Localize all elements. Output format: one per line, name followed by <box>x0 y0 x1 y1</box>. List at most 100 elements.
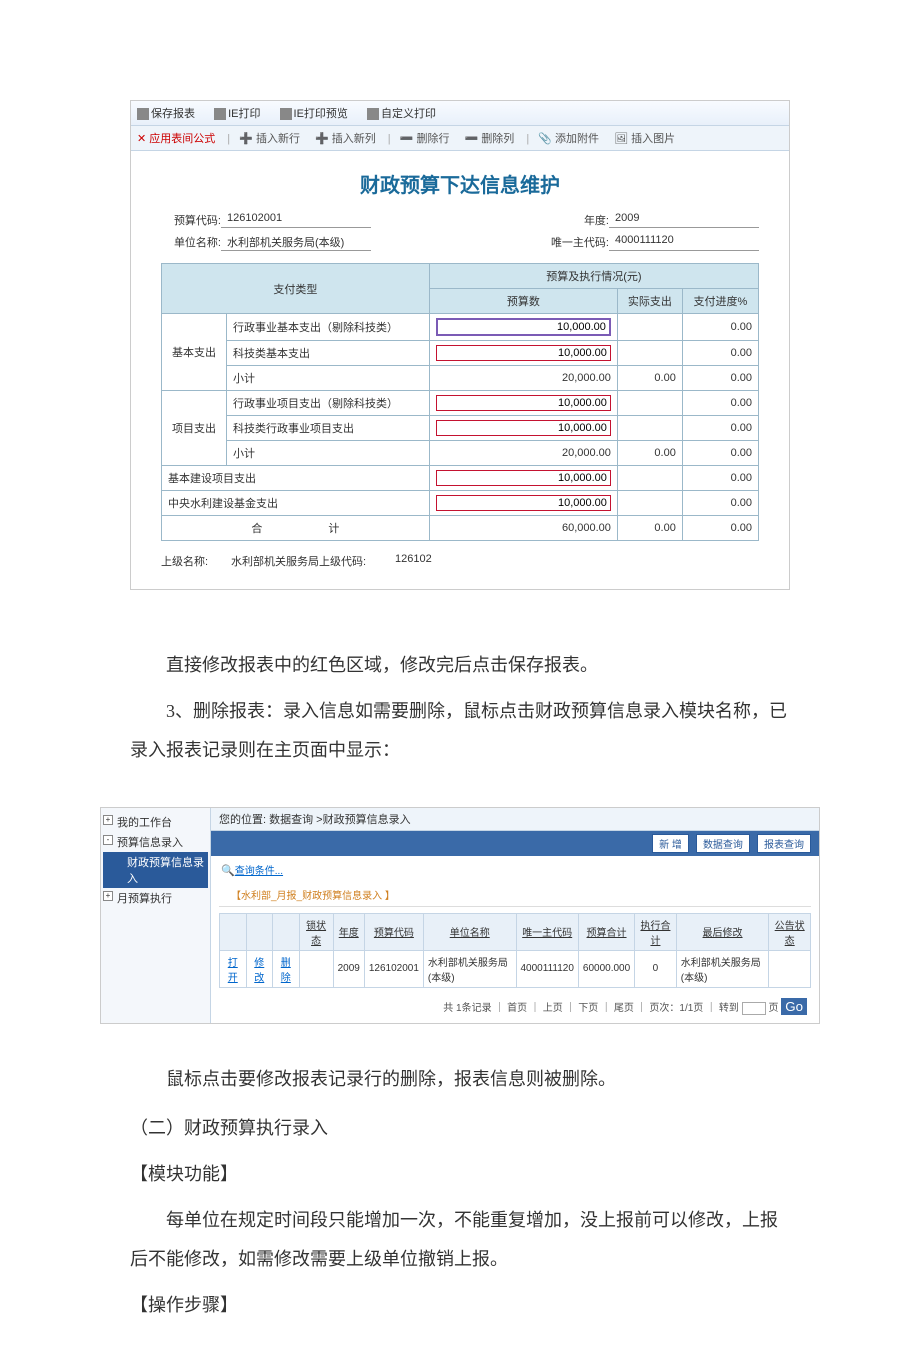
budget-input[interactable] <box>436 395 611 411</box>
col-edit <box>246 913 273 950</box>
document-text-2: 鼠标点击要修改报表记录行的删除，报表信息则被删除。 （二）财政预算执行录入 【模… <box>0 1034 920 1351</box>
table-row: 中央水利建设基金支出 0.00 <box>162 491 759 516</box>
table-row: 项目支出 行政事业项目支出（剔除科技类） 0.00 <box>162 391 759 416</box>
budget-input[interactable] <box>436 420 611 436</box>
super-name-value: 水利部机关服务局 <box>231 553 319 569</box>
apply-formula-button[interactable]: ✕ 应用表间公式 <box>137 133 221 145</box>
ie-preview-button[interactable]: IE打印预览 <box>280 108 356 120</box>
tab-name: 【水利部_月报_财政预算信息录入 】 <box>219 883 811 907</box>
col-exec-total[interactable]: 执行合计 <box>635 913 677 950</box>
open-link[interactable]: 打开 <box>228 958 238 984</box>
col-budget-total[interactable]: 预算合计 <box>578 913 634 950</box>
nav-tree: +我的工作台 -预算信息录入 财政预算信息录入 +月预算执行 <box>101 808 211 1023</box>
add-button[interactable]: 新 增 <box>652 834 689 853</box>
custom-print-icon <box>367 108 379 120</box>
tree-node-budget-input[interactable]: -预算信息录入 <box>103 832 208 852</box>
preview-icon <box>280 108 292 120</box>
info-row-2: 单位名称: 水利部机关服务局(本级) 唯一主代码: 4000111120 <box>161 234 759 251</box>
lock-cell <box>299 950 333 987</box>
col-pub-lock[interactable]: 公告状态 <box>769 913 811 950</box>
col-main-code[interactable]: 唯一主代码 <box>516 913 578 950</box>
col-org-name[interactable]: 单位名称 <box>423 913 516 950</box>
record-list-table: 锁状态 年度 预算代码 单位名称 唯一主代码 预算合计 执行合计 最后修改 公告… <box>219 913 811 988</box>
table-row-total: 合 计 60,000.00 0.00 0.00 <box>162 516 759 541</box>
ie-print-button[interactable]: IE打印 <box>214 108 268 120</box>
budget-code-cell: 126102001 <box>364 950 423 987</box>
super-name-label: 上级名称: <box>161 553 231 569</box>
col-last-mod[interactable]: 最后修改 <box>676 913 769 950</box>
row-label: 中央水利建设基金支出 <box>162 491 430 516</box>
page-input[interactable] <box>742 1002 766 1015</box>
tree-node-fiscal-budget[interactable]: 财政预算信息录入 <box>103 852 208 888</box>
header-progress: 支付进度% <box>682 289 758 314</box>
insert-image-button[interactable]: 🖼 插入图片 <box>614 133 681 145</box>
insert-row-button[interactable]: ➕ 插入新行 <box>239 133 306 145</box>
actual-cell <box>617 391 682 416</box>
list-app: +我的工作台 -预算信息录入 财政预算信息录入 +月预算执行 您的位置: 数据查… <box>100 807 820 1024</box>
budget-input[interactable] <box>436 470 611 486</box>
progress-cell: 0.00 <box>682 366 758 391</box>
progress-cell: 0.00 <box>682 516 758 541</box>
delete-link[interactable]: 删除 <box>281 958 291 984</box>
table-row: 基本建设项目支出 0.00 <box>162 466 759 491</box>
actual-cell: 0.00 <box>617 516 682 541</box>
progress-cell: 0.00 <box>682 466 758 491</box>
budget-input[interactable] <box>436 318 611 336</box>
row-label: 科技类基本支出 <box>226 341 429 366</box>
col-budget-code[interactable]: 预算代码 <box>364 913 423 950</box>
query-condition-link[interactable]: 查询条件... <box>235 866 283 877</box>
main-toolbar: 保存报表 IE打印 IE打印预览 自定义打印 <box>131 101 789 126</box>
budget-table: 支付类型 预算及执行情况(元) 预算数 实际支出 支付进度% 基本支出 行政事业… <box>161 263 759 541</box>
plus-icon: + <box>103 891 113 901</box>
add-attachment-button[interactable]: 📎 添加附件 <box>538 133 605 145</box>
save-icon <box>137 108 149 120</box>
section-heading: （二）财政预算执行录入 <box>130 1109 790 1149</box>
header-exec-title: 预算及执行情况(元) <box>429 264 758 289</box>
actual-cell <box>617 314 682 341</box>
edit-link[interactable]: 修改 <box>254 958 264 984</box>
header-actual: 实际支出 <box>617 289 682 314</box>
secondary-toolbar: ✕ 应用表间公式| ➕ 插入新行 ➕ 插入新列| ➖ 删除行 ➖ 删除列| 📎 … <box>131 126 789 151</box>
tree-node-monthly-exec[interactable]: +月预算执行 <box>103 888 208 908</box>
table-header-row: 锁状态 年度 预算代码 单位名称 唯一主代码 预算合计 执行合计 最后修改 公告… <box>220 913 811 950</box>
budget-input[interactable] <box>436 345 611 361</box>
main-code-cell: 4000111120 <box>516 950 578 987</box>
org-name-label: 单位名称: <box>161 234 221 251</box>
budget-input[interactable] <box>436 495 611 511</box>
delete-col-button[interactable]: ➖ 删除列 <box>465 133 521 145</box>
year-value: 2009 <box>609 212 759 228</box>
print-icon <box>214 108 226 120</box>
row-label: 合 计 <box>162 516 430 541</box>
delete-row-button[interactable]: ➖ 删除行 <box>400 133 456 145</box>
table-row: 打开 修改 删除 2009 126102001 水利部机关服务局(本级) 400… <box>220 950 811 987</box>
table-row: 基本支出 行政事业基本支出（剔除科技类） 0.00 <box>162 314 759 341</box>
budget-code-value: 126102001 <box>221 212 371 228</box>
row-label: 科技类行政事业项目支出 <box>226 416 429 441</box>
data-query-button[interactable]: 数据查询 <box>696 834 750 853</box>
button-bar: 新 增 数据查询 报表查询 <box>211 831 819 856</box>
tree-node-workspace[interactable]: +我的工作台 <box>103 812 208 832</box>
info-row-1: 预算代码: 126102001 年度: 2009 <box>161 212 759 228</box>
pub-lock-cell <box>769 950 811 987</box>
col-del <box>273 913 300 950</box>
header-paytype: 支付类型 <box>162 264 430 314</box>
save-report-button[interactable]: 保存报表 <box>137 108 203 120</box>
last-mod-cell: 水利部机关服务局(本级) <box>676 950 769 987</box>
table-row: 科技类基本支出 0.00 <box>162 341 759 366</box>
super-code-value: 126102 <box>389 553 438 569</box>
col-year[interactable]: 年度 <box>333 913 364 950</box>
report-query-button[interactable]: 报表查询 <box>757 834 811 853</box>
budget-code-label: 预算代码: <box>161 212 221 228</box>
insert-col-button[interactable]: ➕ 插入新列 <box>315 133 382 145</box>
budget-total-cell: 60000.000 <box>578 950 634 987</box>
budget-cell: 20,000.00 <box>429 441 617 466</box>
col-lock[interactable]: 锁状态 <box>299 913 333 950</box>
header-budget: 预算数 <box>429 289 617 314</box>
custom-print-button[interactable]: 自定义打印 <box>367 108 444 120</box>
sub-heading: 【模块功能】 <box>130 1155 790 1195</box>
go-button[interactable]: Go <box>781 998 807 1015</box>
row-label: 小计 <box>226 366 429 391</box>
sub-heading: 【操作步骤】 <box>130 1286 790 1326</box>
table-row: 小计 20,000.00 0.00 0.00 <box>162 441 759 466</box>
paragraph: 鼠标点击要修改报表记录行的删除，报表信息则被删除。 <box>130 1060 790 1100</box>
